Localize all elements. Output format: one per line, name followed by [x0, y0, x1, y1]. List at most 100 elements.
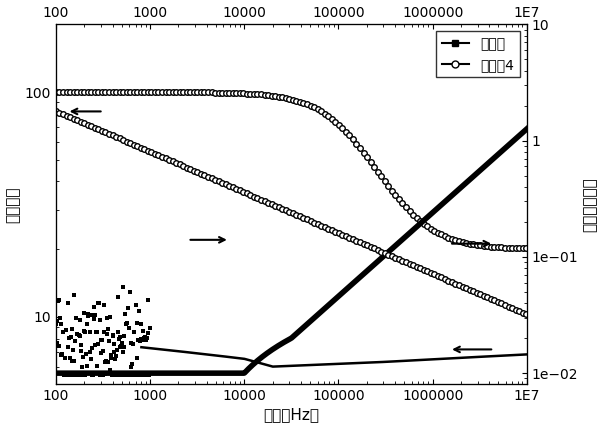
Point — [62, 372, 72, 378]
Point — [87, 345, 96, 351]
Point — [56, 351, 66, 358]
Point — [80, 328, 89, 335]
Point — [115, 333, 124, 340]
Point — [113, 294, 123, 300]
Point — [98, 347, 108, 354]
Point — [127, 361, 137, 368]
Point — [136, 338, 145, 345]
Point — [144, 372, 154, 378]
Point — [77, 348, 86, 354]
Point — [72, 331, 82, 338]
Point — [72, 372, 81, 378]
Point — [55, 315, 65, 321]
Point — [87, 372, 97, 378]
Point — [133, 372, 143, 378]
Point — [51, 321, 61, 328]
Point — [97, 337, 107, 344]
Point — [140, 333, 150, 340]
Point — [138, 328, 148, 335]
Point — [145, 325, 154, 332]
Point — [129, 372, 139, 378]
Point — [53, 297, 63, 304]
Point — [90, 312, 100, 318]
Point — [98, 372, 107, 378]
Point — [108, 332, 118, 339]
Point — [60, 372, 70, 378]
Point — [139, 336, 149, 343]
Point — [113, 329, 122, 336]
Point — [107, 354, 116, 361]
Point — [125, 288, 134, 295]
Point — [140, 370, 150, 377]
Point — [109, 333, 118, 339]
Point — [101, 370, 110, 377]
Point — [84, 369, 94, 376]
Point — [135, 372, 145, 378]
Point — [81, 351, 91, 358]
Point — [96, 337, 106, 344]
Point — [102, 315, 112, 321]
Y-axis label: 介电常数: 介电常数 — [5, 186, 21, 223]
Point — [65, 372, 74, 378]
Point — [104, 325, 113, 332]
Point — [89, 303, 99, 310]
Point — [66, 372, 76, 378]
Point — [58, 329, 68, 336]
Point — [105, 313, 115, 320]
Point — [118, 348, 128, 355]
Point — [122, 372, 132, 378]
Point — [63, 344, 73, 351]
Point — [75, 317, 84, 324]
Point — [124, 372, 133, 378]
Point — [57, 320, 66, 327]
Point — [106, 366, 115, 373]
Point — [69, 292, 79, 299]
Point — [68, 357, 77, 364]
Point — [116, 342, 126, 349]
Point — [118, 283, 127, 290]
Point — [111, 356, 121, 363]
Point — [85, 349, 95, 356]
Point — [80, 372, 90, 378]
Point — [69, 357, 78, 364]
Y-axis label: 介电损耗因子: 介电损耗因子 — [582, 177, 598, 232]
Point — [141, 337, 151, 344]
Point — [89, 316, 98, 323]
Point — [91, 328, 101, 335]
Point — [93, 341, 103, 348]
Point — [144, 330, 153, 337]
Point — [112, 347, 122, 354]
Point — [115, 344, 125, 351]
Point — [71, 372, 80, 378]
Point — [128, 372, 137, 378]
Point — [93, 300, 103, 306]
Point — [128, 341, 138, 348]
Legend: 对比例, 实施例4: 对比例, 实施例4 — [436, 31, 520, 77]
Point — [130, 372, 140, 378]
Point — [127, 339, 136, 346]
Point — [92, 362, 101, 369]
Point — [125, 372, 135, 378]
Point — [60, 355, 69, 362]
Point — [99, 329, 109, 336]
Point — [73, 372, 83, 378]
Point — [78, 363, 87, 370]
Point — [74, 372, 83, 378]
Point — [134, 308, 144, 315]
Point — [57, 351, 67, 358]
Point — [54, 343, 63, 350]
Point — [78, 354, 88, 360]
Point — [142, 335, 151, 342]
Point — [74, 331, 84, 338]
Point — [117, 340, 127, 347]
Point — [130, 329, 139, 336]
Point — [68, 346, 78, 353]
Point — [76, 341, 86, 348]
Point — [83, 321, 92, 327]
Point — [119, 333, 128, 339]
Point — [71, 314, 81, 321]
Point — [143, 296, 153, 303]
Point — [75, 332, 85, 339]
Point — [77, 372, 87, 378]
Point — [124, 325, 134, 332]
